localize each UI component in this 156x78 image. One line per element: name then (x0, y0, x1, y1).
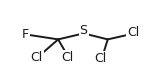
Text: Cl: Cl (94, 52, 107, 65)
Text: Cl: Cl (62, 51, 74, 64)
Text: Cl: Cl (127, 26, 139, 39)
Text: F: F (22, 28, 29, 41)
Text: S: S (80, 24, 88, 37)
Text: Cl: Cl (30, 51, 43, 64)
